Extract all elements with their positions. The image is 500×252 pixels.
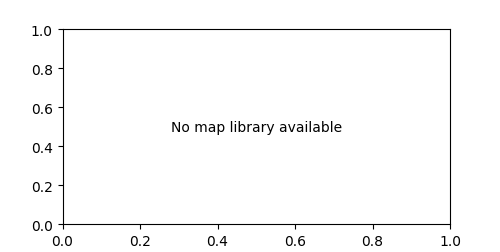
Text: No map library available: No map library available bbox=[170, 120, 342, 134]
